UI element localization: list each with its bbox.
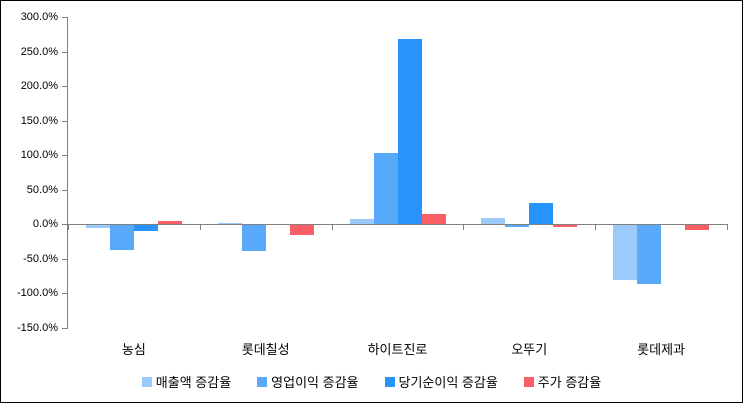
y-tick-label: -100.0% (17, 287, 58, 299)
bar-1-category-4 (481, 218, 506, 224)
bar-4-category-2 (289, 225, 314, 236)
x-tick-mark (595, 225, 597, 230)
y-tick-mark (62, 17, 68, 18)
bar-1-category-2 (217, 222, 242, 224)
legend-label: 매출액 증감율 (155, 375, 232, 390)
bar-3-category-4 (529, 202, 554, 224)
x-tick-mark (331, 225, 333, 230)
legend-swatch-icon (523, 376, 534, 387)
category-label: 하이트진로 (367, 342, 428, 357)
y-tick-label: -150.0% (17, 321, 58, 334)
y-tick-label: -50.0% (23, 252, 58, 265)
bar-1-category-1 (85, 225, 110, 229)
y-tick-mark (62, 120, 68, 122)
y-tick-label: 50.0% (26, 183, 58, 196)
bar-1-category-3 (349, 219, 374, 224)
bar-2-category-1 (109, 225, 134, 250)
legend-item: 주가 증감율 (523, 372, 602, 391)
y-tick-mark (62, 327, 68, 329)
x-tick-mark (199, 225, 201, 230)
bar-3-category-1 (133, 225, 158, 231)
legend-item: 당기순이익 증감율 (384, 372, 498, 391)
bar-2-category-3 (373, 152, 398, 224)
y-tick-label: 150.0% (20, 114, 58, 127)
x-tick-mark (463, 225, 465, 230)
bar-2-category-2 (241, 225, 266, 252)
category-label: 롯데제과 (637, 342, 686, 357)
bar-2-category-5 (637, 225, 662, 284)
legend-swatch-icon (141, 376, 152, 387)
bar-1-category-5 (613, 225, 638, 280)
legend-swatch-icon (257, 376, 268, 387)
y-tick-label: 300.0% (20, 11, 58, 23)
y-tick-mark (62, 189, 68, 191)
legend-label: 영업이익 증감율 (271, 375, 359, 390)
x-tick-mark (68, 225, 69, 230)
legend-label: 주가 증감율 (537, 375, 602, 390)
y-tick-label: 200.0% (20, 80, 58, 92)
bar-4-category-4 (553, 225, 578, 228)
y-tick-mark (62, 155, 68, 156)
bar-4-category-1 (157, 220, 182, 224)
y-axis-line (67, 17, 68, 329)
category-label: 오뚜기 (511, 342, 548, 357)
x-tick-mark (727, 225, 728, 230)
x-axis-line (68, 224, 728, 225)
category-label: 롯데칠성 (241, 342, 290, 357)
y-tick-mark (62, 258, 68, 260)
bar-4-category-5 (685, 225, 710, 230)
legend-swatch-icon (384, 376, 395, 387)
y-tick-mark (62, 293, 68, 294)
category-label: 농심 (121, 342, 146, 357)
legend-item: 영업이익 증감율 (257, 372, 359, 391)
y-tick-label: 0.0% (32, 218, 58, 230)
y-tick-mark (62, 86, 68, 87)
y-tick-mark (62, 224, 68, 225)
bar-4-category-3 (421, 213, 446, 224)
legend-item: 매출액 증감율 (141, 372, 232, 391)
bar-2-category-4 (505, 225, 530, 228)
y-tick-label: 100.0% (20, 149, 58, 161)
legend: 매출액 증감율 영업이익 증감율 당기순이익 증감율 주가 증감율 (1, 372, 742, 391)
y-tick-label: 250.0% (20, 45, 58, 58)
legend-label: 당기순이익 증감율 (398, 375, 498, 390)
bar-3-category-3 (397, 39, 422, 224)
y-tick-mark (62, 51, 68, 53)
